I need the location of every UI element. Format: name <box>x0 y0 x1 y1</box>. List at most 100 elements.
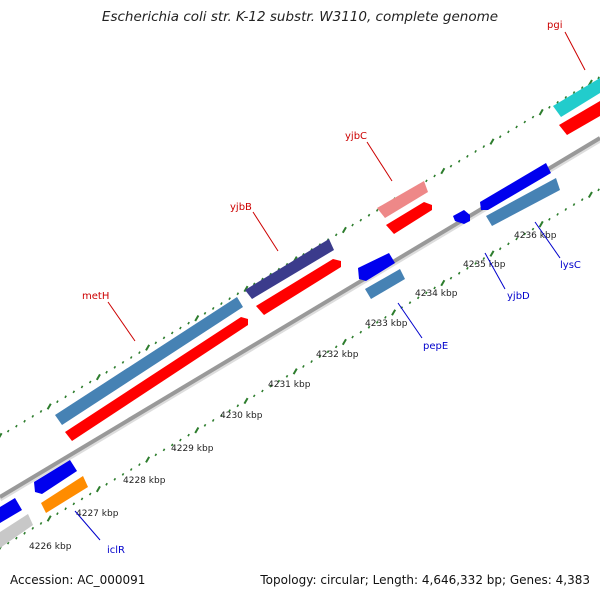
tick-label: 4234 kbp <box>415 289 458 299</box>
minor-tick <box>39 522 43 525</box>
minor-tick <box>548 105 551 109</box>
gene-label-yjbD[interactable]: yjbD <box>507 291 530 302</box>
gene-metH-cds[interactable] <box>65 317 248 441</box>
minor-tick <box>548 217 551 221</box>
minor-tick <box>23 531 26 535</box>
minor-tick <box>302 365 305 368</box>
gene-left-gray[interactable] <box>0 514 33 548</box>
minor-tick <box>556 100 559 104</box>
callout-line-iclR <box>74 510 101 541</box>
minor-tick <box>56 400 59 404</box>
callout-line-lysC <box>534 221 561 259</box>
gene-metH-feature[interactable] <box>55 297 243 425</box>
minor-tick <box>384 315 387 319</box>
callout-line-yjbC <box>366 141 393 182</box>
major-tick <box>194 314 200 322</box>
minor-tick <box>252 394 256 398</box>
gene-iclR-feature[interactable] <box>41 476 88 513</box>
minor-tick <box>425 179 428 183</box>
minor-tick <box>154 341 158 345</box>
major-tick <box>489 250 495 257</box>
major-tick <box>440 167 446 175</box>
major-tick <box>145 456 151 463</box>
callout-line-metH <box>107 301 136 342</box>
minor-tick <box>220 414 223 417</box>
gene-label-metH[interactable]: metH <box>82 291 109 302</box>
gene-pepE-cds[interactable] <box>358 253 395 281</box>
minor-tick <box>433 286 436 290</box>
minor-tick <box>162 336 166 340</box>
minor-tick <box>580 198 584 202</box>
tick-label: 4227 kbp <box>76 509 119 519</box>
minor-tick <box>211 307 215 310</box>
minor-tick <box>326 350 330 354</box>
minor-tick <box>236 292 240 296</box>
gene-label-pepE[interactable]: pepE <box>423 341 448 352</box>
minor-tick <box>498 247 502 251</box>
minor-tick <box>285 374 289 378</box>
minor-tick <box>105 482 108 486</box>
gene-yjbD-cds[interactable] <box>480 163 551 210</box>
minor-tick <box>72 390 76 394</box>
minor-tick <box>351 335 354 339</box>
gene-label-yjbC[interactable]: yjbC <box>345 131 367 142</box>
minor-tick <box>220 302 223 305</box>
minor-tick <box>425 291 428 295</box>
gene-label-pgi[interactable]: pgi <box>547 20 562 31</box>
tick-label: 4226 kbp <box>29 542 72 552</box>
minor-tick <box>261 277 264 281</box>
minor-tick <box>277 379 281 383</box>
gene-pgi-cds[interactable] <box>559 101 600 135</box>
minor-tick <box>15 536 18 540</box>
tick-label: 4229 kbp <box>171 444 214 454</box>
scale-labels: 4226 kbp 4227 kbp 4228 kbp 4229 kbp 4230… <box>29 231 557 552</box>
minor-tick <box>15 424 18 428</box>
minor-tick <box>515 237 518 241</box>
tick-label: 4236 kbp <box>514 231 557 241</box>
minor-tick <box>121 360 125 364</box>
gene-small-cds[interactable] <box>453 210 470 224</box>
minor-tick <box>113 477 117 481</box>
minor-tick <box>121 472 125 476</box>
gene-callouts: pgi yjbC yjbB metH lysC yjbD pepE iclR <box>74 20 586 556</box>
gene-left-cds[interactable] <box>0 498 22 523</box>
minor-tick <box>474 150 477 153</box>
minor-tick <box>531 227 535 231</box>
minor-tick <box>105 370 108 374</box>
major-tick <box>538 220 544 228</box>
gene-pepE-feature[interactable] <box>365 269 405 299</box>
minor-tick <box>375 208 379 212</box>
minor-tick <box>367 325 371 329</box>
minor-tick <box>56 512 59 516</box>
minor-tick <box>564 96 568 99</box>
genome-summary: Topology: circular; Length: 4,646,332 bp… <box>260 573 590 587</box>
minor-tick <box>375 320 379 324</box>
tick-label: 4232 kbp <box>316 350 359 360</box>
major-tick <box>341 226 347 234</box>
gene-yjbB-cds[interactable] <box>256 259 341 315</box>
inner-tick-track <box>0 188 600 551</box>
gene-yjbB-feature[interactable] <box>245 239 334 299</box>
minor-tick <box>228 297 231 301</box>
accession-text: Accession: AC_000091 <box>10 573 146 587</box>
minor-tick <box>23 419 26 423</box>
major-tick <box>587 191 593 199</box>
major-tick <box>0 432 3 439</box>
gene-yjbC-cds[interactable] <box>386 202 432 234</box>
minor-tick <box>457 271 461 275</box>
gene-label-iclR[interactable]: iclR <box>107 545 125 556</box>
gene-lysC-feature[interactable] <box>486 178 560 226</box>
minor-tick <box>269 384 272 388</box>
major-tick <box>489 138 495 145</box>
gene-pgi-feature[interactable] <box>553 78 600 117</box>
minor-tick <box>466 266 469 270</box>
minor-tick <box>179 326 182 330</box>
gene-label-lysC[interactable]: lysC <box>560 260 581 271</box>
minor-tick <box>572 91 576 94</box>
minor-tick <box>80 385 84 389</box>
gene-iclR-cds[interactable] <box>34 460 77 494</box>
major-tick <box>243 285 249 293</box>
gene-yjbC-feature[interactable] <box>377 181 428 218</box>
minor-tick <box>72 502 76 506</box>
gene-label-yjbB[interactable]: yjbB <box>230 202 252 213</box>
